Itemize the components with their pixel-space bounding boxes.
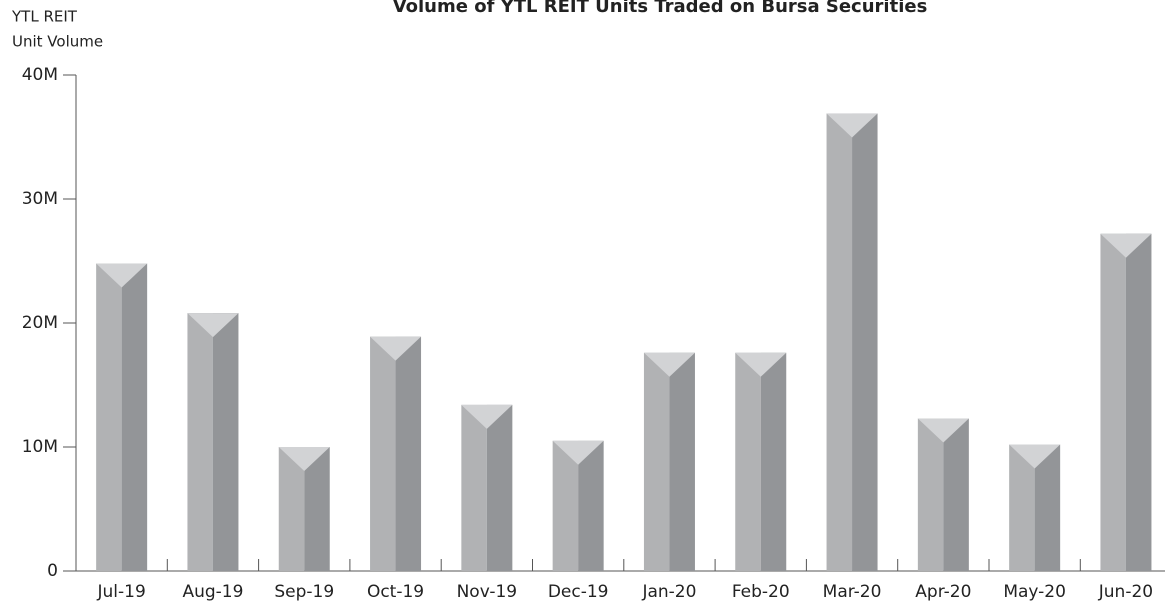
bar-top <box>1009 444 1061 469</box>
y-tick-label: 10M <box>22 437 58 457</box>
bar-top <box>552 440 604 465</box>
bar-right-face <box>578 440 604 571</box>
bar-top <box>96 263 148 288</box>
x-tick-label: May-20 <box>1003 582 1066 602</box>
bar <box>278 447 330 571</box>
y-tick-label: 30M <box>22 189 58 209</box>
bar-left-face <box>96 263 122 571</box>
bar-left-face <box>187 313 213 571</box>
bar-left-face <box>1009 444 1035 571</box>
bar <box>552 440 604 571</box>
x-tick-label: Oct-19 <box>367 582 424 602</box>
x-tick-label: Dec-19 <box>548 582 609 602</box>
y-tick-label: 20M <box>22 313 58 333</box>
bar-right-face <box>1125 233 1152 571</box>
bar-right-face <box>212 313 239 571</box>
bar-right-face <box>852 113 878 571</box>
bar <box>96 263 148 571</box>
bar-top <box>1100 233 1152 258</box>
bar-top <box>370 336 422 361</box>
bar-right-face <box>304 447 330 571</box>
x-tick-label: Mar-20 <box>823 582 882 602</box>
bar-right-face <box>1034 444 1061 571</box>
x-tick-label: Nov-19 <box>457 582 518 602</box>
bar <box>187 313 239 571</box>
chart-title: Volume of YTL REIT Units Traded on Bursa… <box>393 0 928 17</box>
bar <box>1009 444 1061 571</box>
bar-left-face <box>278 447 305 571</box>
y-axis-label: Unit Volume <box>12 33 103 51</box>
bar-top <box>461 404 513 429</box>
bar-right-face <box>760 352 787 571</box>
bar-right-face <box>395 336 422 571</box>
bar-left-face <box>643 352 670 571</box>
bar <box>1100 233 1152 571</box>
bar-right-face <box>486 404 513 571</box>
bar-right-face <box>121 263 148 571</box>
bar-top <box>917 418 969 443</box>
bar-top <box>735 352 787 377</box>
bar-top <box>278 447 330 471</box>
bar-top <box>643 352 695 377</box>
bar <box>735 352 787 571</box>
x-tick-label: Apr-20 <box>915 582 971 602</box>
bar-left-face <box>370 336 396 571</box>
x-tick-label: Aug-19 <box>182 582 243 602</box>
bar-right-face <box>669 352 695 571</box>
bar-left-face <box>461 404 487 571</box>
x-tick-label: Jan-20 <box>641 582 696 602</box>
bar-top <box>187 313 239 338</box>
bar-left-face <box>1100 233 1126 571</box>
x-tick-label: Sep-19 <box>274 582 334 602</box>
bar-left-face <box>826 113 853 571</box>
x-tick-label: Jun-20 <box>1098 582 1153 602</box>
y-axis-label: YTL REIT <box>11 8 78 26</box>
bar-right-face <box>943 418 969 571</box>
bar-top <box>826 113 878 138</box>
bar <box>461 404 513 571</box>
bar-left-face <box>735 352 761 571</box>
bar <box>917 418 969 571</box>
bar <box>826 113 878 571</box>
x-tick-label: Jul-19 <box>97 582 146 602</box>
bar-left-face <box>917 418 944 571</box>
bar-left-face <box>552 440 579 571</box>
bar <box>370 336 422 571</box>
y-tick-label: 40M <box>22 65 58 85</box>
x-tick-label: Feb-20 <box>732 582 790 602</box>
bar <box>643 352 695 571</box>
y-tick-label: 0 <box>47 561 58 581</box>
